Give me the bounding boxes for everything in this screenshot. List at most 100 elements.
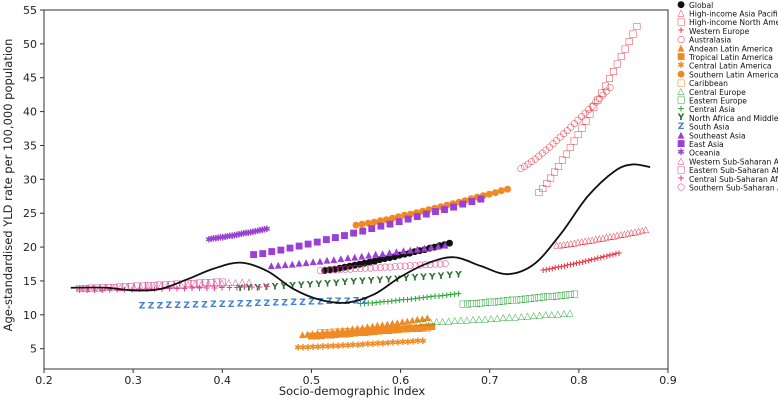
data-point: △ bbox=[542, 310, 549, 320]
x-tick-label: 0.4 bbox=[214, 374, 232, 387]
data-point: + bbox=[196, 284, 204, 294]
data-point: ○ bbox=[406, 261, 414, 271]
data-point: ✱ bbox=[235, 231, 243, 241]
legend-label: Tropical Latin America bbox=[688, 53, 773, 62]
data-point: ▲ bbox=[372, 250, 379, 260]
data-point: ○ bbox=[436, 259, 444, 269]
data-point: + bbox=[431, 292, 439, 302]
data-point: + bbox=[576, 259, 584, 269]
data-point: ▲ bbox=[351, 252, 358, 262]
series-oceania: ✱✱✱✱✱✱✱✱✱✱✱✱✱✱✱✱✱✱✱✱✱✱✱✱✱✱ bbox=[205, 225, 270, 245]
y-tick-label: 45 bbox=[23, 72, 37, 85]
data-point: ■ bbox=[458, 200, 467, 210]
data-point: ● bbox=[382, 215, 390, 225]
data-point: + bbox=[226, 283, 234, 293]
data-point: ✱ bbox=[219, 233, 227, 243]
y-tick-label: 55 bbox=[23, 4, 37, 17]
data-point: □ bbox=[115, 283, 124, 293]
data-point: △ bbox=[90, 284, 97, 294]
data-point: ■ bbox=[395, 217, 404, 227]
data-point: △ bbox=[439, 317, 446, 327]
data-point: ✱ bbox=[224, 233, 232, 243]
data-point: ● bbox=[376, 255, 384, 265]
data-point: ○ bbox=[553, 136, 561, 146]
data-point: ▲ bbox=[303, 258, 310, 268]
data-point: △ bbox=[205, 279, 212, 289]
data-point: □ bbox=[548, 292, 557, 302]
x-tick-label: 0.2 bbox=[35, 374, 53, 387]
data-point: ▲ bbox=[299, 330, 306, 340]
data-point: △ bbox=[457, 316, 464, 326]
data-point: + bbox=[166, 285, 174, 295]
data-point: ✱ bbox=[369, 340, 377, 350]
data-point: ■ bbox=[440, 205, 449, 215]
data-point: ✱ bbox=[314, 343, 322, 353]
data-point: □ bbox=[121, 282, 130, 292]
legend-item: △ Central Europe bbox=[678, 87, 747, 97]
data-point: △ bbox=[610, 231, 617, 241]
legend-symbol: □ bbox=[677, 165, 686, 175]
data-point: ● bbox=[401, 250, 409, 260]
data-point: ✱ bbox=[324, 342, 332, 352]
data-point: + bbox=[435, 292, 443, 302]
data-point: ● bbox=[426, 244, 434, 254]
data-point: □ bbox=[161, 280, 170, 290]
x-tick-label: 0.8 bbox=[570, 374, 588, 387]
y-tick-label: 10 bbox=[23, 309, 37, 322]
data-point: ✱ bbox=[299, 344, 307, 354]
data-point: ■ bbox=[423, 322, 432, 332]
data-point: □ bbox=[550, 168, 559, 178]
expected-value-curve bbox=[70, 163, 651, 304]
data-point: ■ bbox=[346, 329, 355, 339]
data-point: △ bbox=[599, 233, 606, 243]
data-point: ✱ bbox=[245, 229, 253, 239]
data-point: ✱ bbox=[349, 341, 357, 351]
data-point: △ bbox=[97, 283, 104, 293]
data-point: ■ bbox=[295, 241, 304, 251]
data-point: + bbox=[561, 262, 569, 272]
data-point: ● bbox=[446, 239, 454, 249]
data-point: + bbox=[76, 286, 84, 296]
data-point: ● bbox=[356, 260, 364, 270]
data-point: △ bbox=[164, 281, 171, 291]
data-point: ■ bbox=[360, 328, 369, 338]
data-point: ○ bbox=[386, 262, 394, 272]
data-point: △ bbox=[117, 283, 124, 293]
plot-border bbox=[43, 9, 669, 370]
data-point: ● bbox=[346, 262, 354, 272]
data-point: ● bbox=[376, 216, 384, 226]
data-point: □ bbox=[613, 59, 622, 69]
data-point: △ bbox=[500, 313, 507, 323]
data-point: ○ bbox=[606, 83, 614, 93]
data-point: + bbox=[419, 294, 427, 304]
legend-item: + Central Asia bbox=[677, 104, 735, 114]
data-point: □ bbox=[582, 117, 591, 127]
data-point: □ bbox=[512, 295, 521, 305]
data-point: △ bbox=[524, 311, 531, 321]
data-point: ■ bbox=[367, 224, 376, 234]
data-point: ○ bbox=[331, 265, 339, 275]
data-point: ○ bbox=[346, 264, 354, 274]
data-point: ▲ bbox=[337, 254, 344, 264]
data-point: □ bbox=[621, 45, 630, 55]
legend-item: ✱ Oceania bbox=[677, 148, 720, 158]
data-point: + bbox=[98, 286, 106, 296]
data-point: ● bbox=[352, 220, 360, 230]
data-point: ▲ bbox=[339, 326, 346, 336]
data-point: ■ bbox=[326, 330, 335, 340]
data-point: ▲ bbox=[379, 320, 386, 330]
data-point: Y bbox=[280, 282, 288, 292]
data-point: □ bbox=[380, 325, 389, 335]
data-point: ● bbox=[425, 205, 433, 215]
data-point: ✱ bbox=[210, 235, 218, 245]
data-point: △ bbox=[560, 240, 567, 250]
legend-item: □ Eastern Europe bbox=[677, 96, 748, 106]
data-point: ✱ bbox=[256, 227, 264, 237]
data-point: ✱ bbox=[414, 337, 422, 347]
data-point: □ bbox=[539, 293, 548, 303]
data-point: □ bbox=[557, 291, 566, 301]
legend-symbol: ▲ bbox=[678, 131, 685, 141]
data-point: △ bbox=[494, 313, 501, 323]
data-point: + bbox=[400, 296, 408, 306]
data-point: □ bbox=[503, 296, 512, 306]
